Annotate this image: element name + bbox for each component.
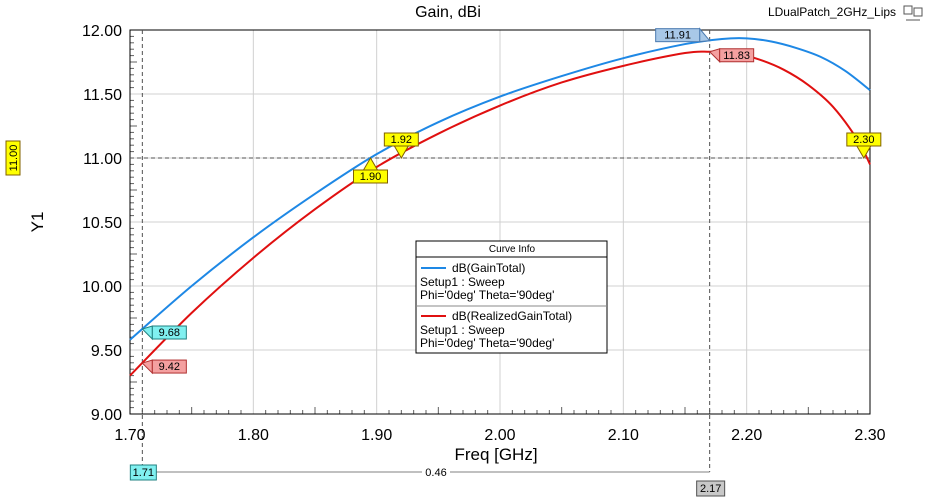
legend-title: Curve Info xyxy=(489,244,536,255)
marker-label-1: 11.83 xyxy=(723,50,750,62)
markers: 11.91 11.83 1.92 1.90 9.68 9.42 2.30 xyxy=(141,27,882,375)
project-name: LDualPatch_2GHz_Lips xyxy=(768,5,896,19)
x-tick-6: 2.30 xyxy=(854,427,885,444)
y-tick-labels: 9.00 9.50 10.00 10.50 11.00 11.50 12.00 xyxy=(82,23,122,424)
y-tick-6: 12.00 xyxy=(82,23,122,40)
hline-label: 11.00 xyxy=(5,140,21,176)
legend-entry-0-line-2: Phi='0deg' Theta='90deg' xyxy=(420,288,554,302)
marker-label-2: 1.92 xyxy=(391,134,412,146)
plot-frame xyxy=(129,29,871,415)
hline-label-text: 11.00 xyxy=(8,145,20,172)
legend-box xyxy=(415,240,608,354)
marker-label-6: 2.30 xyxy=(853,134,874,146)
legend-entry-1: dB(RealizedGainTotal) xyxy=(452,309,572,323)
marker-1: 11.83 xyxy=(708,48,755,63)
x-tick-3: 2.00 xyxy=(484,427,515,444)
legend-entry-1-line-1: Setup1 : Sweep xyxy=(420,323,505,337)
marker-3: 1.90 xyxy=(353,157,388,184)
y-tick-5: 11.50 xyxy=(83,87,122,104)
y-tick-3: 10.50 xyxy=(82,215,122,232)
x-tick-4: 2.10 xyxy=(608,427,639,444)
y-tick-2: 10.00 xyxy=(82,279,122,296)
y-axis-label: Y1 xyxy=(28,212,47,233)
marker-2: 1.92 xyxy=(383,132,419,159)
marker-label-5: 9.42 xyxy=(159,361,180,373)
marker-label-4: 9.68 xyxy=(159,327,180,339)
x-tick-2: 1.90 xyxy=(361,427,392,444)
marker-0: 11.91 xyxy=(655,27,711,43)
delta-x2: 2.17 xyxy=(696,480,726,497)
x-axis-label: Freq [GHz] xyxy=(454,445,537,464)
marker-label-0: 11.91 xyxy=(664,30,691,42)
legend-entry-0-line-1: Setup1 : Sweep xyxy=(420,275,505,289)
reference-lines: 11.00 xyxy=(5,30,870,472)
series-line-1 xyxy=(129,50,871,377)
marker-label-3: 1.90 xyxy=(360,171,381,183)
marker-4: 9.68 xyxy=(141,325,187,341)
tools-icon[interactable] xyxy=(903,5,923,21)
marker-5: 9.42 xyxy=(141,359,187,375)
chart-title: Gain, dBi xyxy=(415,4,481,21)
legend-entry-0: dB(GainTotal) xyxy=(452,261,525,275)
series-group xyxy=(129,37,871,377)
legend[interactable]: Curve Info dB(GainTotal) Setup1 : Sweep … xyxy=(415,240,608,354)
grid xyxy=(129,29,871,415)
y-tick-4: 11.00 xyxy=(83,151,122,168)
delta-value-label: 0.46 xyxy=(425,467,446,479)
marker-6: 2.30 xyxy=(846,132,882,159)
delta-marker: 1.71 2.17 0.46 xyxy=(129,464,726,497)
x-tick-labels: 1.70 1.80 1.90 2.00 2.10 2.20 2.30 xyxy=(114,427,885,444)
legend-entry-1-line-2: Phi='0deg' Theta='90deg' xyxy=(420,336,554,350)
x-tick-5: 2.20 xyxy=(731,427,762,444)
series-line-0 xyxy=(129,37,871,341)
x-tick-0: 1.70 xyxy=(114,427,145,444)
delta-x1: 1.71 xyxy=(129,464,157,481)
y-tick-1: 9.50 xyxy=(91,343,122,360)
y-tick-0: 9.00 xyxy=(91,407,122,424)
x-tick-1: 1.80 xyxy=(238,427,269,444)
delta-x2-label: 2.17 xyxy=(700,483,721,495)
delta-x1-label: 1.71 xyxy=(133,467,154,479)
